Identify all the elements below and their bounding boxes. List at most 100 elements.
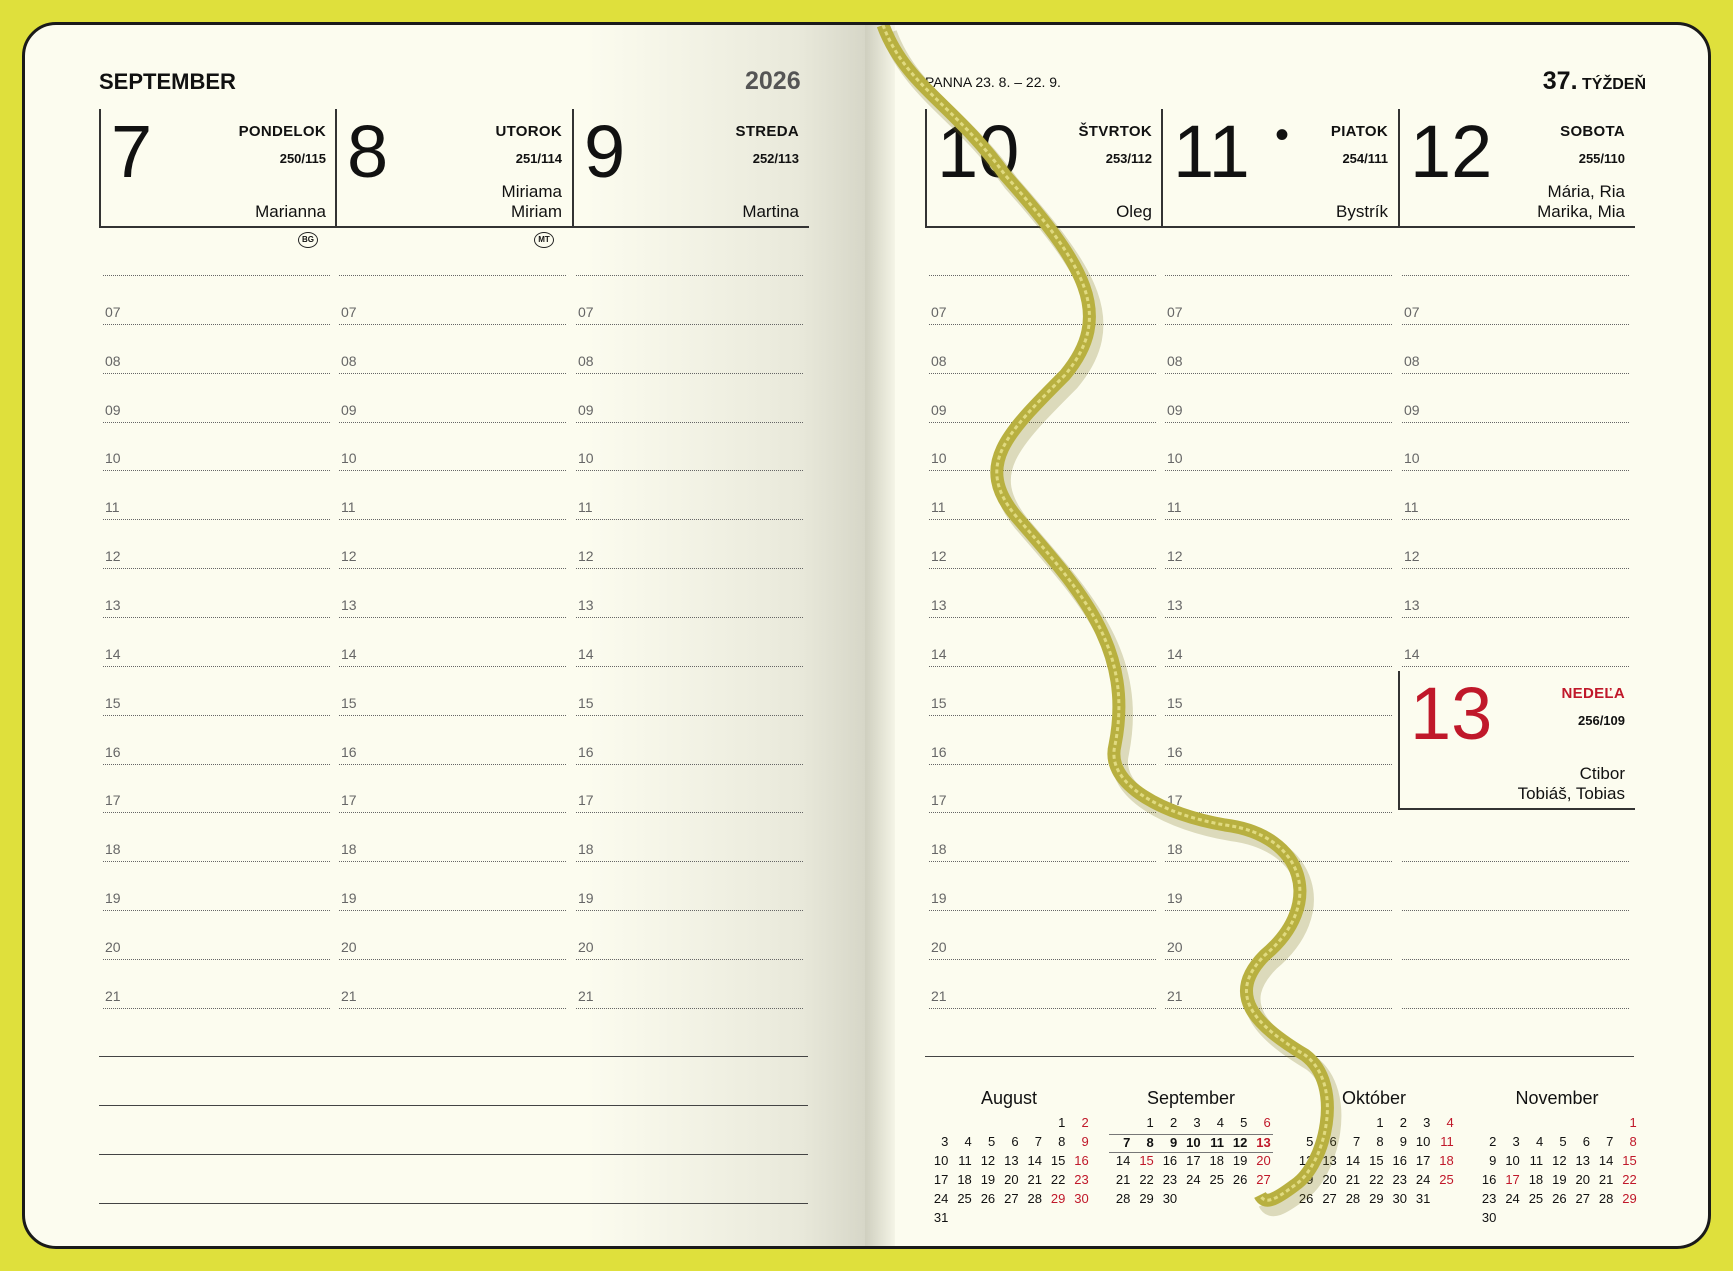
- hour-line: [1402, 275, 1629, 276]
- mini-calendar-day: 2: [1489, 1134, 1497, 1149]
- hour-label: 12: [578, 548, 594, 565]
- mini-calendar-day: 9: [1489, 1153, 1497, 1168]
- hour-line: [1402, 323, 1629, 325]
- name-days: Bystrík: [1336, 202, 1388, 222]
- mini-calendar-day: 15: [1139, 1153, 1154, 1168]
- hour-label: 11: [1167, 499, 1182, 516]
- hour-line: [1402, 861, 1629, 863]
- mini-calendar-day: 20: [1004, 1172, 1019, 1187]
- hour-label: 08: [931, 352, 947, 369]
- mini-calendar-day: 9: [1081, 1134, 1089, 1149]
- mini-calendar-day: 27: [1575, 1191, 1590, 1206]
- hour-label: 21: [1167, 987, 1183, 1004]
- hour-label: 14: [341, 645, 357, 662]
- hour-label: 13: [105, 596, 121, 613]
- hour-line: [929, 1007, 1156, 1009]
- hour-label: 08: [1167, 352, 1183, 369]
- hour-label: 13: [931, 596, 947, 613]
- mini-calendar-day: 25: [1209, 1172, 1224, 1187]
- hour-line: [576, 958, 803, 960]
- mini-calendar-day: 26: [1232, 1172, 1248, 1187]
- hour-line: [339, 372, 566, 374]
- mini-calendar-day: 27: [1004, 1191, 1019, 1206]
- hour-line: [1165, 616, 1392, 618]
- day-of-year: 256/109: [1578, 713, 1625, 728]
- mini-calendar-day: 7: [1034, 1134, 1042, 1149]
- mini-calendar-week: 21 22 23 24 25 26 27: [1109, 1172, 1273, 1191]
- mini-calendar-day: 23: [1162, 1172, 1178, 1187]
- name-day: Martina: [742, 202, 799, 221]
- mini-calendar-day: 8: [1058, 1134, 1066, 1149]
- hour-label: 12: [1167, 548, 1183, 565]
- hour-label: 18: [1167, 841, 1183, 858]
- hour-line: [929, 812, 1156, 814]
- hour-line: [103, 763, 330, 765]
- mini-calendar-day: 22: [1622, 1172, 1637, 1187]
- day-number: 8: [347, 110, 389, 193]
- mini-calendar-day: 30: [1074, 1191, 1089, 1206]
- mini-calendar-week: 5 6 7 8 9 10 11: [1292, 1134, 1456, 1153]
- mini-calendar-day: 30: [1481, 1210, 1497, 1225]
- mini-calendar-day: 26: [1298, 1191, 1314, 1206]
- mini-calendar-day: 23: [1481, 1191, 1497, 1206]
- hour-label: 15: [1167, 694, 1183, 711]
- mini-calendar-day: 13: [1256, 1135, 1271, 1150]
- mini-calendar-day: 10: [1505, 1153, 1520, 1168]
- mini-calendar-day: 16: [1074, 1153, 1089, 1168]
- mini-calendar-day: 24: [1186, 1172, 1201, 1187]
- mini-calendar-day: 8: [1376, 1134, 1384, 1149]
- mini-calendar-day: 15: [1622, 1153, 1637, 1168]
- hour-label: 09: [105, 401, 121, 418]
- hour-label: 08: [578, 352, 594, 369]
- mini-calendar-week: 24 25 26 27 28 29 30: [927, 1191, 1091, 1210]
- hour-line: [103, 861, 330, 863]
- hour-label: 14: [1167, 645, 1183, 662]
- hour-line: [103, 470, 330, 472]
- mini-calendar-day: 4: [1446, 1115, 1454, 1130]
- hour-line: [339, 470, 566, 472]
- mini-calendar-day: 25: [1528, 1191, 1544, 1206]
- hour-label: 15: [578, 694, 594, 711]
- day-name: ŠTVRTOK: [1078, 123, 1152, 140]
- mini-calendar-day: 7: [1352, 1134, 1361, 1149]
- hour-line: [576, 1007, 803, 1009]
- hour-line: [576, 763, 803, 765]
- name-day: Mária, Ria: [1547, 182, 1625, 201]
- mini-calendar-week: 7 8 9 10 11 12 13: [1109, 1134, 1273, 1153]
- hour-line: [103, 275, 330, 276]
- mini-calendar-day: 19: [980, 1172, 996, 1187]
- mini-calendar-day: 22: [1139, 1172, 1154, 1187]
- mini-calendar-day: 6: [1011, 1134, 1019, 1149]
- mini-calendar-day: 18: [1209, 1153, 1224, 1168]
- hour-line: [339, 421, 566, 423]
- mini-calendar-week: 26 27 28 29 30 31: [1292, 1191, 1456, 1210]
- day-header: 7 PONDELOK 250/115 Marianna: [99, 109, 336, 228]
- hour-line: [576, 372, 803, 374]
- hour-label: 09: [1404, 401, 1420, 418]
- hour-label: 10: [341, 450, 357, 467]
- day-name: STREDA: [735, 123, 799, 140]
- hour-line: [1165, 714, 1392, 716]
- hour-label: 17: [931, 792, 947, 809]
- hour-label: 10: [578, 450, 594, 467]
- mini-calendar-day: 6: [1582, 1134, 1590, 1149]
- hour-line: [103, 519, 330, 521]
- hour-label: 19: [578, 890, 594, 907]
- hour-line: [339, 616, 566, 618]
- mini-calendar-day: 17: [1505, 1172, 1520, 1187]
- hour-label: 13: [578, 596, 594, 613]
- mini-calendar-day: 29: [1622, 1191, 1637, 1206]
- day-of-year: 253/112: [1105, 151, 1152, 166]
- hour-line: [339, 323, 566, 325]
- hour-label: 20: [105, 938, 121, 955]
- hour-label: 15: [341, 694, 357, 711]
- hour-line: [1165, 470, 1392, 472]
- name-days: Ctibor Tobiáš, Tobias: [1518, 764, 1625, 804]
- name-day: Bystrík: [1336, 202, 1388, 221]
- mini-calendar-week: 17 18 19 20 21 22 23: [927, 1172, 1091, 1191]
- name-day: Tobiáš, Tobias: [1517, 784, 1625, 803]
- hour-line: [576, 470, 803, 472]
- hour-line: [1402, 910, 1629, 912]
